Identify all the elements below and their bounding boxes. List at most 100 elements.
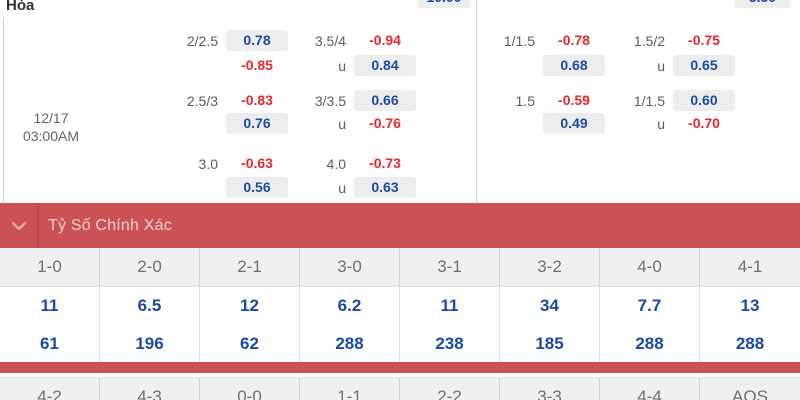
handicap-label: 1.5/2: [633, 32, 665, 49]
odds-value-button[interactable]: 0.65: [673, 55, 735, 76]
odds-line-left-handicap: 2/2.5 0.78: [148, 30, 288, 51]
score-odds-button[interactable]: 185: [535, 333, 564, 353]
odds-line-left-over-under: 3.5/4 -0.94: [276, 30, 416, 51]
score-column-label: 1-0: [0, 248, 100, 286]
odds-value-button[interactable]: 0.56: [226, 177, 288, 198]
score-column-label: 4-0: [600, 248, 700, 286]
score-odds-button[interactable]: 61: [40, 333, 59, 353]
odds-value-button[interactable]: 0.84: [354, 55, 416, 76]
handicap-label: u: [338, 57, 346, 74]
score-odds-rows: 11 61 6.5 196 12 62 6.2 288 11 238 34 185 7.7 288 13 28…: [0, 287, 800, 362]
handicap-label: 2.5/3: [186, 92, 218, 109]
handicap-label: 4.0: [326, 155, 346, 172]
odds-value-button[interactable]: 0.78: [226, 30, 288, 51]
score-odds-button[interactable]: 6.2: [337, 296, 362, 315]
odds-line-left-over-under: 3/3.5 0.66: [276, 90, 416, 111]
handicap-label: 3.0: [198, 155, 218, 172]
odds-value-button[interactable]: -0.63: [241, 155, 273, 171]
score-odds-button[interactable]: 238: [435, 333, 464, 353]
odds-value-button[interactable]: -0.59: [558, 92, 590, 108]
score-odds-button[interactable]: 13: [740, 296, 760, 315]
handicap-label: 1/1.5: [503, 32, 535, 49]
score-column-label: 1-1: [300, 378, 400, 400]
handicap-label: u: [657, 57, 665, 74]
odds-line-right-over-under: 1/1.5 0.60: [595, 90, 735, 111]
section-title: Tỷ Số Chính Xác: [48, 216, 172, 234]
handicap-label: u: [657, 115, 665, 132]
odds-value-button[interactable]: -0.76: [369, 115, 401, 131]
odds-line-left-over-under: u 0.84: [276, 55, 416, 76]
score-odds-button[interactable]: 288: [735, 333, 765, 353]
score-column-label: 2-1: [200, 248, 300, 286]
odds-value-button[interactable]: 0.63: [354, 177, 416, 198]
score-column: 13 288: [700, 287, 800, 362]
odds-value-button[interactable]: 0.68: [543, 55, 605, 76]
score-column: 11 238: [400, 287, 500, 362]
score-column: 7.7 288: [600, 287, 700, 362]
score-odds-button[interactable]: 11: [440, 296, 459, 315]
correct-score-table: 1-0 2-0 2-1 3-0 3-1 3-2 4-0 4-1 11 61 6.5 196 12 62 6…: [0, 248, 800, 400]
odds-line-right-over-under: u -0.70: [595, 113, 735, 134]
odds-value-button[interactable]: 0.66: [354, 90, 416, 111]
score-column-label: 2-0: [100, 248, 200, 286]
odds-value-button[interactable]: -0.70: [688, 115, 720, 131]
odds-value-button[interactable]: -0.85: [241, 57, 273, 73]
match-date: 12/17: [33, 110, 69, 126]
spacer: [0, 373, 800, 377]
odds-line-left-over-under: u -0.76: [276, 113, 416, 134]
odds-line-left-handicap: 0.76: [148, 113, 288, 134]
table-left-border: [3, 18, 4, 203]
odds-line-right-over-under: u 0.65: [595, 55, 735, 76]
score-odds-button[interactable]: 196: [135, 333, 164, 353]
handicap-label: u: [338, 115, 346, 132]
score-column: 6.2 288: [300, 287, 400, 362]
odds-line-left-over-under: u 0.63: [276, 177, 416, 198]
score-column-label: 0-0: [200, 378, 300, 400]
draw-odds-button[interactable]: 10.00: [418, 0, 470, 8]
score-odds-button[interactable]: 12: [240, 296, 259, 315]
score-column-label: 3-2: [500, 248, 600, 286]
odds-value-button[interactable]: 0.49: [543, 113, 605, 134]
odds-value-button[interactable]: -0.73: [369, 155, 401, 171]
score-odds-button[interactable]: 288: [635, 333, 664, 353]
handicap-label: 1/1.5: [633, 92, 665, 109]
odds-value-button[interactable]: 0.76: [226, 113, 288, 134]
odds-line-left-handicap: 0.56: [148, 177, 288, 198]
odds-line-left-over-under: 4.0 -0.73: [276, 153, 416, 174]
draw-label: Hòa: [6, 0, 35, 14]
odds-value-button[interactable]: -0.78: [558, 32, 590, 48]
score-column-label: 4-2: [0, 378, 100, 400]
score-column: 6.5 196: [100, 287, 200, 362]
match-time: 03:00AM: [22, 128, 80, 144]
score-header-row-next: 4-2 4-3 0-0 1-1 2-2 3-3 4-4 AOS: [0, 377, 800, 400]
section-strip: [0, 362, 800, 373]
score-column-label: 3-3: [500, 378, 600, 400]
odds-value-button[interactable]: -0.83: [241, 92, 273, 108]
market-divider: [476, 0, 477, 203]
correct-score-section-header[interactable]: Tỷ Số Chính Xác: [0, 203, 800, 248]
score-odds-button[interactable]: 62: [240, 333, 259, 353]
match-datetime: 12/17 03:00AM: [8, 109, 94, 145]
score-column-label: 4-3: [100, 378, 200, 400]
handicap-label: u: [338, 179, 346, 196]
score-header-row: 1-0 2-0 2-1 3-0 3-1 3-2 4-0 4-1: [0, 248, 800, 287]
odds-line-right-handicap: 1.5 -0.59: [465, 90, 605, 111]
odds-line-left-handicap: 2.5/3 -0.83: [148, 90, 288, 111]
odds-value-button[interactable]: 0.60: [673, 90, 735, 111]
chevron-down-icon[interactable]: [11, 203, 27, 248]
score-odds-button[interactable]: 7.7: [637, 296, 662, 315]
odds-value-button[interactable]: -0.75: [688, 32, 720, 48]
handicap-label: 2/2.5: [186, 32, 218, 49]
score-odds-button[interactable]: 11: [40, 296, 59, 315]
score-column: 34 185: [500, 287, 600, 362]
score-odds-button[interactable]: 288: [335, 333, 364, 353]
score-column: 12 62: [200, 287, 300, 362]
score-column-label: 4-1: [737, 257, 763, 276]
score-column-label: 2-2: [400, 378, 500, 400]
score-odds-button[interactable]: 34: [540, 296, 559, 315]
right-odds-button[interactable]: 5.50: [735, 0, 790, 8]
odds-value-button[interactable]: -0.94: [369, 32, 401, 48]
score-odds-button[interactable]: 6.5: [137, 296, 162, 315]
handicap-label: 3/3.5: [314, 92, 346, 109]
